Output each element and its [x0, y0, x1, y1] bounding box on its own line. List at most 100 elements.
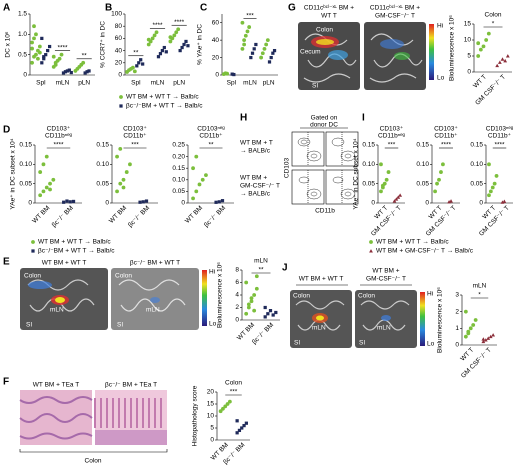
x-tick-label: pLN	[263, 80, 275, 87]
image-label: mLN	[50, 307, 64, 314]
dot	[71, 199, 76, 204]
image-label: SI	[312, 83, 318, 90]
panel-label: G	[288, 3, 296, 14]
chart-title: CD103ⁿᵉᵍ	[486, 126, 514, 133]
y-axis-label: YAe⁺ in DC subset x 10⁴	[10, 138, 17, 209]
image-label: SI	[117, 322, 123, 329]
dot	[476, 54, 481, 58]
dot	[269, 55, 273, 60]
dot	[225, 71, 230, 76]
dot	[152, 33, 157, 38]
dot	[227, 399, 232, 404]
dot	[396, 195, 401, 199]
dot	[121, 185, 126, 190]
dot	[266, 312, 270, 316]
chart-title: CD11b⁺	[488, 133, 512, 140]
dot	[488, 334, 493, 339]
dot	[240, 426, 244, 430]
y-tick-label: 0	[118, 72, 122, 79]
y-tick-label: 0	[455, 342, 459, 349]
chart-title: CD11b⁺	[199, 133, 223, 140]
signal	[381, 315, 391, 321]
dot	[394, 197, 399, 201]
row-label: WT BM + T	[240, 140, 273, 147]
dot	[481, 339, 486, 344]
x-tick-label: mLN	[243, 80, 257, 87]
organ-label: Colon	[85, 458, 102, 465]
organ-outline	[118, 279, 186, 312]
image-label: Colon	[115, 273, 132, 280]
signal	[328, 50, 348, 60]
image-label: mLN	[312, 325, 326, 332]
dot	[141, 200, 145, 204]
y-tick-label: 0.10	[362, 161, 375, 168]
dot	[46, 48, 50, 53]
y-tick-label: 20	[212, 54, 220, 61]
y-tick-label: 1.5	[18, 11, 27, 18]
tissue	[19, 396, 93, 440]
row-label: → BALB/c	[240, 191, 271, 198]
axis-label: CD103	[284, 157, 291, 178]
dot	[487, 193, 491, 198]
x-tick-label: pLN	[173, 80, 185, 87]
x-tick-label: Spl	[131, 80, 141, 87]
significance: ****	[441, 142, 452, 149]
y-tick-label: 0.15	[470, 142, 483, 149]
color-scale	[429, 24, 434, 80]
legend-label: WT BM + WT T → Balb/c	[126, 94, 199, 101]
dot	[218, 409, 223, 414]
dot	[118, 146, 123, 151]
y-tick-label: 8	[235, 267, 239, 274]
significance: *	[492, 21, 495, 28]
legend-label: WT BM + GM-CSF⁻/⁻ T → Balb/c	[376, 248, 474, 255]
signal	[394, 52, 410, 60]
color-scale	[420, 292, 425, 346]
panel-label: E	[3, 257, 10, 268]
dot	[168, 35, 173, 40]
legend-marker	[369, 249, 373, 253]
y-axis-label: YAe⁺ in DC subset x 10⁴	[353, 138, 360, 209]
image-title: WT BM + TEa T	[33, 382, 79, 389]
dot	[242, 42, 247, 47]
significance: **	[82, 53, 88, 60]
contours	[297, 137, 356, 200]
image-title: GM-CSF⁻/⁻ T	[366, 276, 406, 283]
row-label: WT BM +	[240, 175, 267, 182]
dot	[38, 193, 43, 198]
dot	[65, 69, 69, 73]
y-axis-label: DC x 10⁶	[5, 31, 12, 57]
chart-title: CD103⁺	[47, 126, 71, 133]
dot	[486, 336, 491, 340]
dot	[37, 50, 42, 55]
dot	[59, 52, 64, 57]
image-label: Colon	[316, 27, 333, 34]
significance: ***	[230, 389, 238, 396]
dot	[249, 55, 253, 60]
chart-title: mLN	[254, 258, 268, 265]
dot	[225, 402, 230, 406]
y-tick-label: 0	[181, 200, 185, 207]
dot	[158, 52, 163, 56]
x-tick-label: WT BM	[108, 205, 128, 225]
dot	[124, 170, 129, 174]
y-tick-label: 0.5	[18, 51, 27, 58]
dot	[40, 36, 44, 41]
dot	[223, 404, 228, 409]
image-label: SI	[294, 340, 300, 347]
dot	[240, 20, 245, 25]
row-label: GM-CSF⁻/⁻ T	[240, 183, 280, 190]
dot	[392, 199, 397, 203]
dot	[87, 69, 91, 73]
dot	[38, 170, 43, 174]
dot	[34, 52, 38, 57]
bracket	[19, 449, 168, 453]
dot	[481, 337, 486, 341]
signal	[28, 281, 52, 289]
dot	[246, 302, 251, 307]
signal	[380, 39, 404, 49]
x-tick-label: mLN	[56, 80, 70, 87]
dot	[242, 38, 247, 43]
significance: ****	[152, 22, 163, 29]
dot	[178, 48, 182, 53]
